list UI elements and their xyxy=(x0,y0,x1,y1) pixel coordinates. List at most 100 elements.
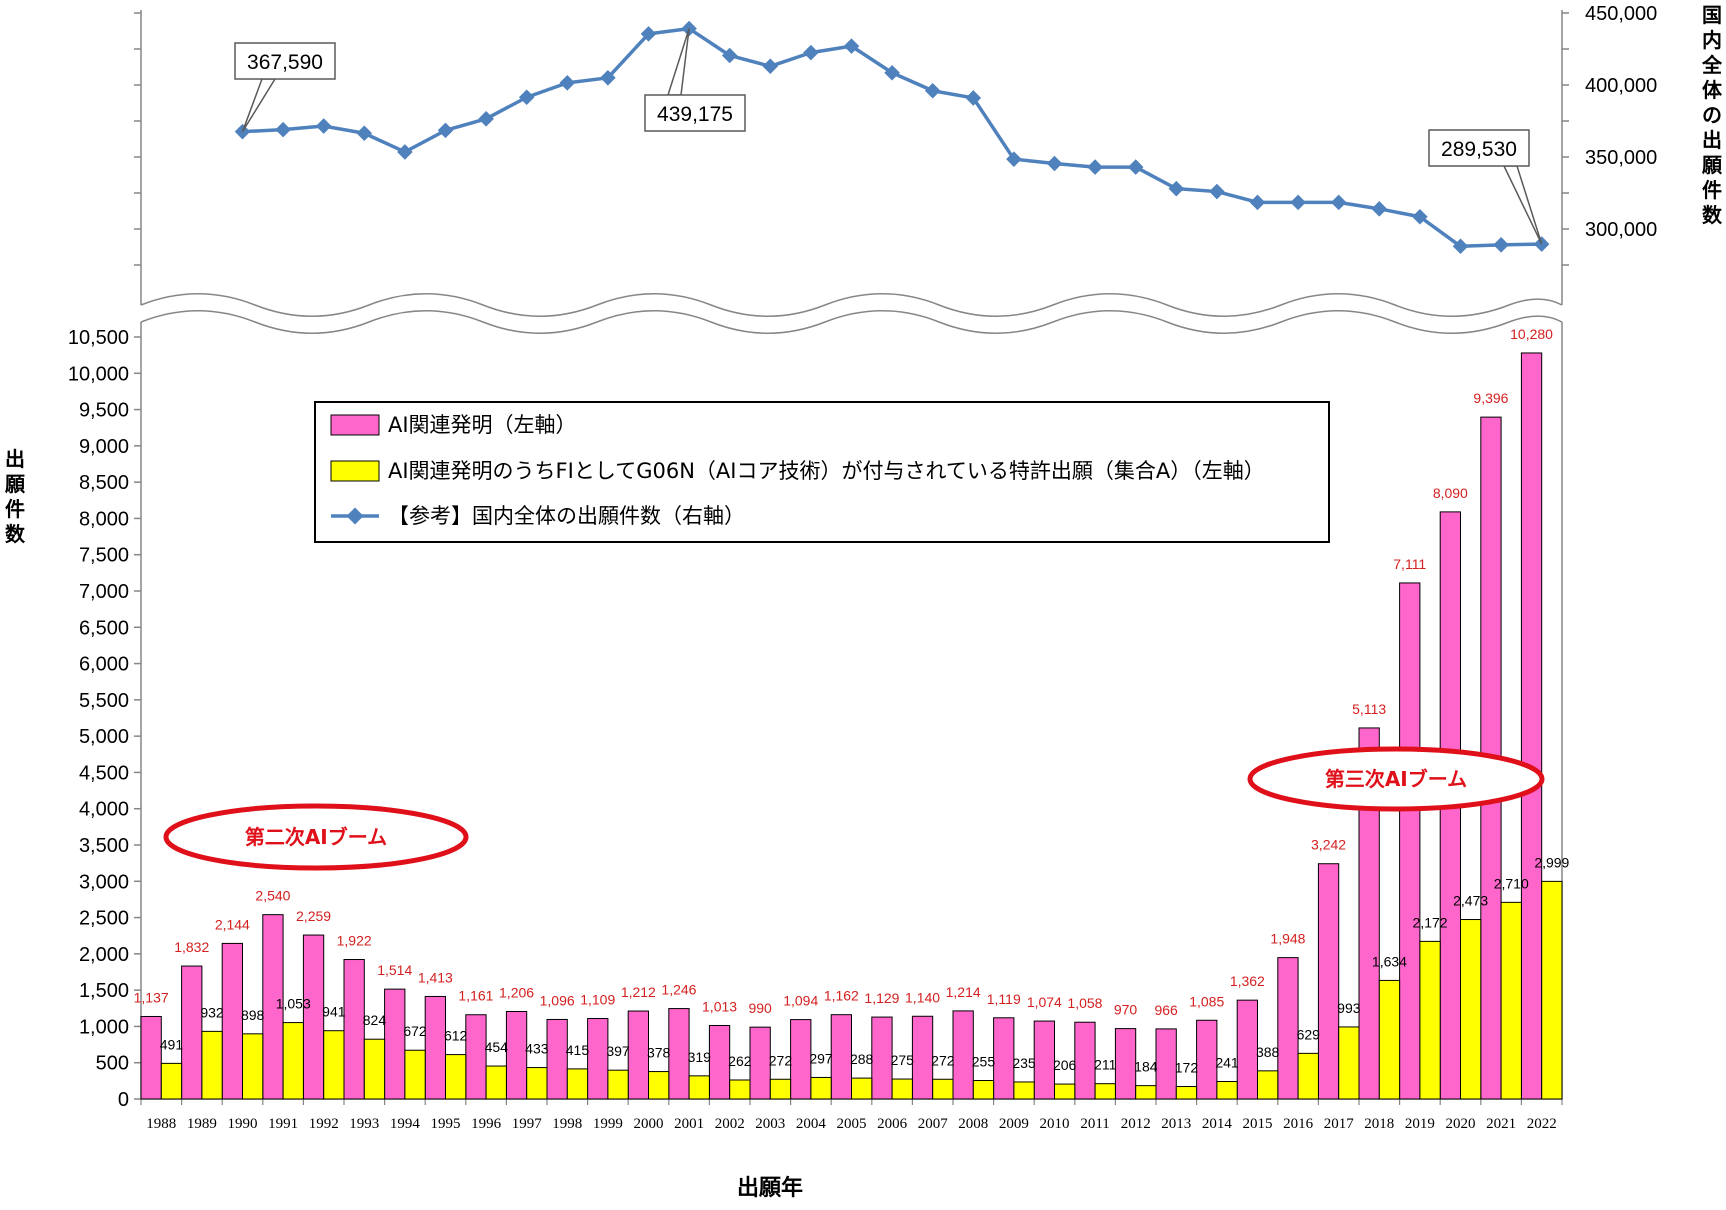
right-axis-tick-label: 450,000 xyxy=(1585,3,1657,25)
x-axis-tick-label: 1999 xyxy=(593,1116,623,1132)
axis-title-char: 数 xyxy=(1702,203,1723,227)
ai-related-bar xyxy=(344,960,364,1099)
left-axis-tick-label: 8,000 xyxy=(79,508,129,530)
ai-related-bar xyxy=(1318,864,1338,1099)
g06n-bar xyxy=(1217,1082,1237,1099)
g06n-bar xyxy=(1461,920,1481,1099)
g06n-bar xyxy=(1501,902,1521,1099)
g06n-data-label: 388 xyxy=(1256,1044,1280,1060)
g06n-data-label: 2,999 xyxy=(1534,854,1569,870)
x-axis-tick-label: 2006 xyxy=(877,1116,908,1132)
legend: AI関連発明（左軸） AI関連発明のうちFIとしてG06N（AIコア技術）が付与… xyxy=(315,402,1329,542)
g06n-bar xyxy=(446,1055,466,1099)
left-axis-tick-label: 3,000 xyxy=(79,871,129,893)
left-axis-tick-label: 9,500 xyxy=(79,400,129,422)
x-axis-tick-label: 2009 xyxy=(999,1116,1029,1132)
g06n-bar xyxy=(324,1031,344,1099)
ai-related-data-label: 7,111 xyxy=(1393,556,1426,572)
ai-related-data-label: 1,206 xyxy=(499,984,534,1000)
ai-related-data-label: 966 xyxy=(1154,1002,1178,1018)
callout-label: 289,530 xyxy=(1441,138,1517,161)
x-axis-tick-label: 1990 xyxy=(228,1116,258,1132)
ai-related-data-label: 5,113 xyxy=(1352,701,1386,717)
ai-related-bar xyxy=(1278,958,1298,1099)
g06n-data-label: 397 xyxy=(606,1043,630,1059)
ai-related-bar xyxy=(588,1019,608,1099)
ai-related-data-label: 1,162 xyxy=(824,988,859,1004)
x-axis-tick-label: 1997 xyxy=(512,1116,543,1132)
ai-related-bar xyxy=(791,1020,811,1099)
ai-related-bar xyxy=(1400,583,1420,1099)
x-axis-tick-label: 2018 xyxy=(1364,1116,1394,1132)
g06n-bar xyxy=(933,1079,953,1099)
g06n-bar xyxy=(1014,1082,1034,1099)
ai-related-data-label: 1,013 xyxy=(702,998,737,1014)
g06n-bar xyxy=(1379,980,1399,1099)
left-axis-tick-label: 4,500 xyxy=(79,762,129,784)
g06n-data-label: 629 xyxy=(1297,1026,1321,1042)
g06n-data-label: 491 xyxy=(160,1036,184,1052)
g06n-data-label: 241 xyxy=(1215,1055,1239,1071)
x-axis-tick-label: 2022 xyxy=(1527,1116,1557,1132)
ai-related-data-label: 1,246 xyxy=(661,982,696,998)
x-axis-tick-label: 2000 xyxy=(634,1116,664,1132)
x-axis-tick-label: 2011 xyxy=(1080,1116,1109,1132)
callout-label: 367,590 xyxy=(247,51,323,74)
g06n-bar xyxy=(405,1050,425,1099)
g06n-data-label: 378 xyxy=(647,1045,671,1061)
right-axis-title: 国内全体の出願件数 xyxy=(1701,3,1723,227)
left-axis-tick-label: 7,500 xyxy=(79,545,129,567)
g06n-bar xyxy=(608,1070,628,1099)
x-axis-tick-label: 2021 xyxy=(1486,1116,1516,1132)
g06n-data-label: 993 xyxy=(1337,1000,1361,1016)
ai-related-data-label: 1,058 xyxy=(1067,995,1102,1011)
x-axis-tick-label: 1994 xyxy=(390,1116,421,1132)
g06n-bar xyxy=(527,1068,547,1099)
right-axis-tick-label: 300,000 xyxy=(1585,219,1657,241)
left-axis-tick-label: 10,000 xyxy=(68,363,129,385)
axis-title-char: 内 xyxy=(1702,28,1722,52)
g06n-bar xyxy=(1176,1087,1196,1099)
axis-title-char: 国 xyxy=(1702,3,1722,27)
legend-label-domestic: 【参考】国内全体の出願件数（右軸） xyxy=(388,504,745,528)
ai-related-data-label: 1,096 xyxy=(540,992,575,1008)
x-axis-tick-label: 1998 xyxy=(552,1116,582,1132)
x-axis-tick-label: 2007 xyxy=(918,1116,949,1132)
left-axis-tick-label: 3,500 xyxy=(79,835,129,857)
x-axis-tick-label: 1989 xyxy=(187,1116,217,1132)
axis-title-char: 数 xyxy=(5,522,26,546)
ai-related-data-label: 1,129 xyxy=(864,990,899,1006)
x-axis-tick-label: 1995 xyxy=(431,1116,461,1132)
g06n-data-label: 272 xyxy=(931,1052,955,1068)
ai-related-data-label: 1,514 xyxy=(377,962,412,978)
ai-related-data-label: 1,109 xyxy=(580,992,615,1008)
g06n-bar xyxy=(1298,1053,1318,1099)
ai-related-bar xyxy=(669,1009,689,1099)
g06n-bar xyxy=(283,1023,303,1099)
left-axis-tick-label: 1,500 xyxy=(79,980,129,1002)
ai-related-bar xyxy=(547,1019,567,1099)
left-axis-tick-label: 5,000 xyxy=(79,726,129,748)
ai-related-data-label: 1,922 xyxy=(337,933,372,949)
g06n-data-label: 184 xyxy=(1134,1059,1158,1075)
ai-related-bar xyxy=(385,989,405,1099)
g06n-bar xyxy=(892,1079,912,1099)
axis-title-char: 全 xyxy=(1701,53,1723,77)
g06n-data-label: 898 xyxy=(241,1007,265,1023)
axis-title-char: 体 xyxy=(1702,78,1723,102)
ai-related-data-label: 1,137 xyxy=(134,989,169,1005)
g06n-data-label: 275 xyxy=(891,1052,915,1068)
ai-related-data-label: 1,074 xyxy=(1027,994,1062,1010)
g06n-data-label: 612 xyxy=(444,1028,468,1044)
x-axis-tick-label: 2014 xyxy=(1202,1116,1233,1132)
ai-related-data-label: 9,396 xyxy=(1473,390,1508,406)
x-axis-tick-label: 2016 xyxy=(1283,1116,1314,1132)
x-axis-tick-label: 2020 xyxy=(1446,1116,1476,1132)
second-ai-boom-annotation: 第二次AIブーム xyxy=(166,806,466,868)
g06n-data-label: 433 xyxy=(525,1041,549,1057)
ai-related-data-label: 3,242 xyxy=(1311,837,1346,853)
g06n-bar xyxy=(161,1063,181,1099)
g06n-data-label: 255 xyxy=(972,1053,996,1069)
axis-title-char: 件 xyxy=(5,497,25,521)
